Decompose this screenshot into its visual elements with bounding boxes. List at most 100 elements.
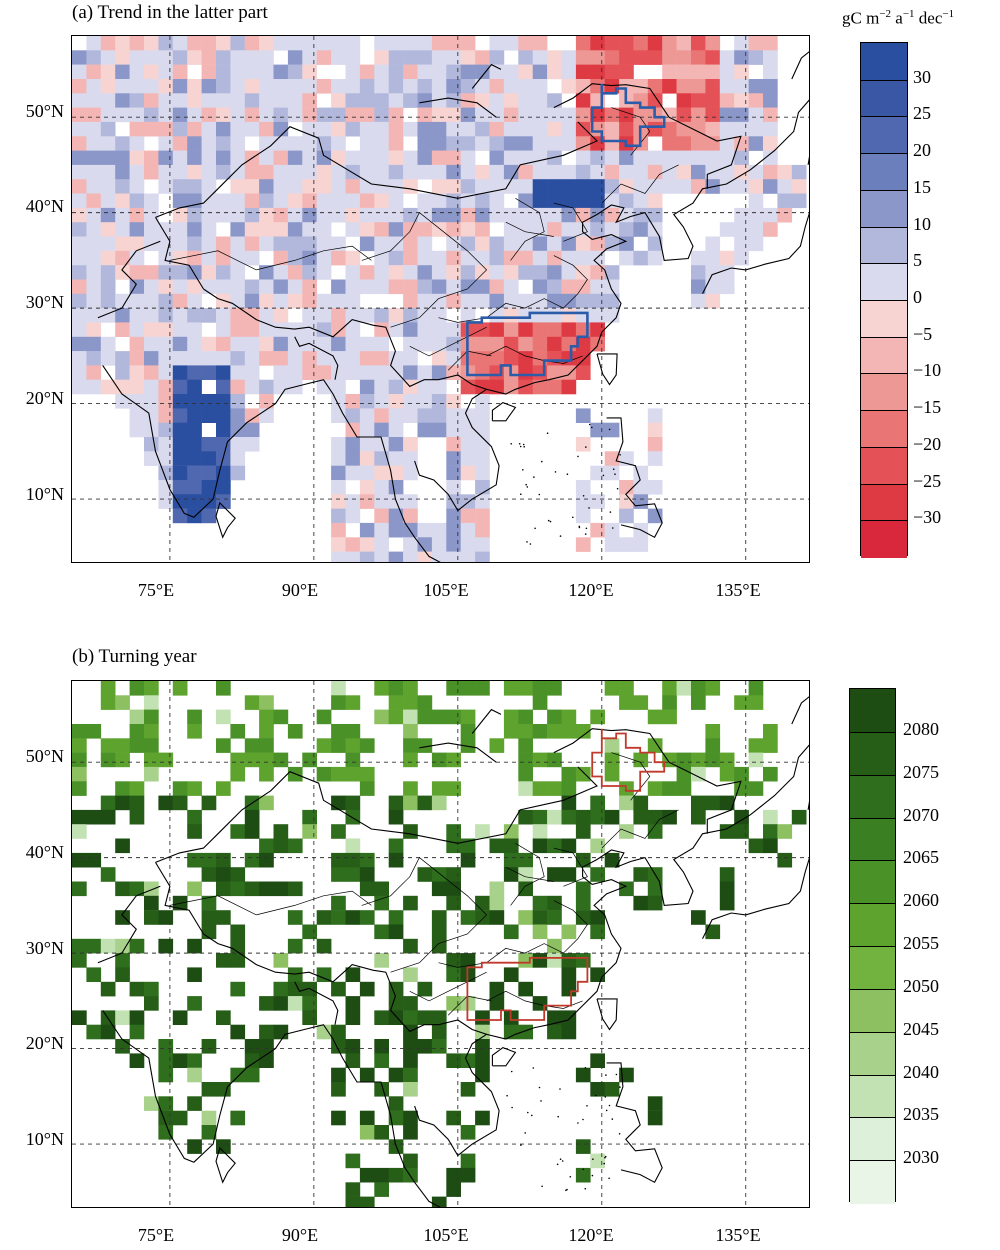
grid-cell [503,838,519,854]
grid-cell [158,795,174,811]
island-dot [614,473,616,476]
grid-cell [244,322,260,337]
grid-cell [345,279,361,295]
grid-cell [518,179,533,194]
grid-cell [561,293,577,309]
grid-cell [144,193,159,209]
grid-cell [72,336,87,352]
grid-cell [359,494,375,509]
grid-cell [575,1139,591,1154]
grid-cell [100,695,116,710]
grid-cell [561,107,577,123]
grid-cell [532,824,548,839]
grid-cell [475,121,490,137]
grid-cell [676,752,692,768]
grid-cell [259,709,274,725]
grid-cell [201,1125,217,1140]
grid-cell [230,379,246,395]
grid-cell [662,50,677,65]
grid-cell [201,179,217,194]
grid-cell [388,164,404,180]
grid-cell [244,351,260,366]
grid-cell [633,795,649,811]
grid-cell [691,293,706,309]
colorbar-tick-label: −20 [913,433,942,454]
grid-cell [619,207,634,223]
grid-cell [72,953,87,968]
grid-cell [172,265,188,280]
grid-cell [100,351,116,366]
grid-cell [575,480,591,495]
grid-cell [144,293,159,309]
grid-cell [446,50,461,65]
grid-cell [331,795,346,811]
colorbar-segment [850,731,895,777]
grid-cell [331,379,346,395]
grid-cell [575,408,591,423]
grid-cell [460,279,476,295]
grid-cell [115,795,130,811]
grid-cell [187,379,202,395]
grid-cell [216,236,231,252]
grid-cell [446,867,461,882]
grid-cell [374,150,389,166]
province-boundary [438,255,588,323]
island-dot [522,443,525,446]
grid-cell [431,79,447,94]
grid-cell [619,193,634,209]
grid-cell [403,537,418,552]
grid-cell [273,351,289,366]
grid-cell [763,724,778,739]
province-boundary [486,990,583,1009]
grid-cell [388,136,404,151]
colorbar-tick-label: 2045 [903,1018,939,1039]
grid-cell [446,437,461,452]
grid-cell [230,64,246,80]
grid-cell [129,293,145,309]
grid-cell [359,522,375,538]
grid-cell [604,809,620,825]
grid-cell [172,394,188,409]
grid-cell [86,136,102,151]
grid-cell [446,93,461,108]
grid-cell [345,222,361,237]
grid-cell [518,136,533,151]
grid-cell [230,36,246,51]
grid-cell [748,738,764,753]
grid-cell [273,838,289,854]
grid-cell [647,809,663,825]
grid-cell [144,709,159,725]
grid-cell [144,437,159,452]
island-dot [559,535,562,537]
grid-cell [388,308,404,323]
grid-cell [72,752,87,768]
grid-cell [115,781,130,796]
grid-cell [230,121,246,137]
grid-cell [359,551,375,562]
grid-cell [691,279,706,295]
grid-cell [503,322,519,337]
island-dot [532,1067,535,1069]
coastline [606,1062,663,1184]
grid-cell [489,279,505,295]
grid-cell [259,1053,274,1068]
grid-cell [100,222,116,237]
grid-cell [172,150,188,166]
grid-cell [547,222,562,237]
province-boundary [601,164,679,204]
grid-cell [403,1067,418,1083]
grid-cell [144,752,159,768]
grid-cell [691,795,706,811]
grid-cell [662,36,677,51]
grid-cell [144,121,159,137]
grid-cell [403,695,418,710]
grid-cell [100,36,116,51]
grid-cell [259,336,274,352]
grid-cell [647,437,663,452]
grid-cell [172,351,188,366]
grid-cell [302,236,317,252]
grid-cell [590,50,605,65]
grid-cell [388,465,404,481]
grid-cell [590,1082,605,1097]
grid-cell [388,79,404,94]
